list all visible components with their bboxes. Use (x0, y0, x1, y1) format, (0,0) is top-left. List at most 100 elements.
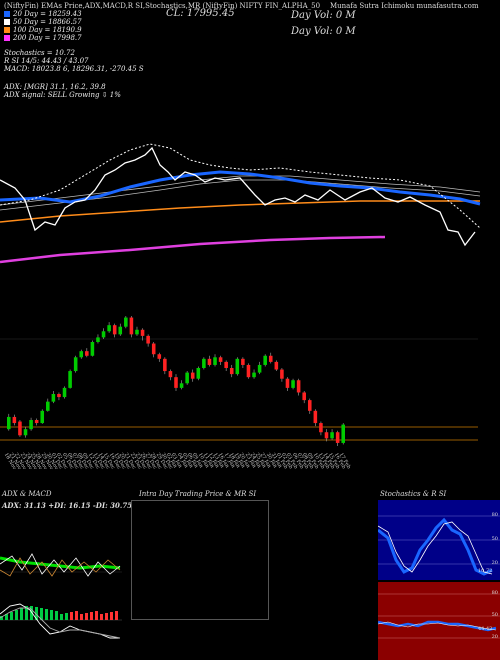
stoch-50-label: 50 (491, 536, 498, 542)
rsi-20-label: 20 (491, 634, 498, 640)
candle-body (202, 358, 206, 368)
candle-body (307, 400, 312, 411)
rsi-value-label: 44.43 (478, 626, 493, 632)
candle-body (185, 372, 189, 384)
macd-bar (115, 611, 118, 620)
price-avg-dotted (0, 143, 481, 229)
stoch-20-label: 20 (491, 560, 498, 566)
intraday-panel (131, 500, 269, 620)
macd-value: MACD: 18023.8 6, 18296.31, -270.45 S (4, 65, 144, 73)
candle-body (335, 432, 340, 443)
macd-bar (75, 611, 78, 620)
minus-di-line (0, 557, 121, 577)
candle-body (313, 410, 318, 424)
day-volume-sub: Day Vol: 0 M (291, 26, 356, 37)
candle-body (46, 401, 50, 411)
candle-body (29, 420, 33, 430)
rsi-50-label: 50 (491, 612, 498, 618)
macd-bar (100, 614, 103, 620)
macd-bar (40, 608, 43, 620)
stoch-value-label: 10.72 (478, 568, 493, 574)
source-label: Munafa Sutra Ichimoku munafasutra.com (330, 2, 479, 10)
candle-body (101, 331, 106, 338)
candle-body (218, 357, 223, 362)
candle-body (213, 357, 217, 365)
stoch-panel: 80 50 20 10.72 (378, 500, 500, 580)
plus-di-line (0, 553, 121, 577)
macd-bar (90, 612, 93, 620)
adx-macd-title: ADX & MACD (2, 490, 52, 498)
candle-body (319, 423, 323, 433)
candle-body (163, 358, 167, 372)
candle-body (107, 325, 111, 332)
header-title: (NiftyFin) EMAs Price,ADX,MACD,R SI,Stoc… (4, 2, 321, 10)
macd-signal-line (0, 607, 121, 639)
rsi-80-label: 80 (491, 590, 498, 596)
macd-bar (0, 616, 3, 620)
macd-bar (45, 609, 48, 620)
macd-bar (70, 612, 73, 620)
macd-bar (5, 614, 8, 620)
ema20-line (0, 170, 481, 206)
candle-body (257, 364, 262, 373)
candle-body (57, 394, 61, 398)
rsi-line (378, 620, 497, 632)
ema50-swatch (4, 19, 10, 25)
candle-body (146, 335, 150, 344)
candle-body (118, 326, 123, 335)
macd-bar (65, 613, 68, 620)
candle-body (268, 355, 273, 362)
stoch-title: Stochastics & R SI (380, 490, 447, 498)
stoch-svg (378, 515, 500, 576)
candle-body (190, 372, 195, 379)
adx-line (0, 556, 121, 570)
ema-legend: 20 Day = 18259.43 50 Day = 18866.57 100 … (4, 10, 82, 42)
adx-macd-panel: ADX: 31.13 +DI: 16.15 -DI: 30.75 (0, 500, 132, 660)
macd-bar (20, 608, 23, 620)
macd-bar (80, 614, 83, 620)
stochastics-value: Stochastics = 10.72 (4, 49, 75, 57)
rsi-svg (378, 593, 500, 639)
candle-body (112, 325, 117, 335)
candle-body (140, 329, 145, 336)
candle-body (68, 371, 72, 388)
legend-ema100: 100 Day = 18190.9 (4, 26, 82, 34)
candle-body (18, 421, 22, 436)
macd-bar (35, 607, 38, 620)
macd-bar (30, 606, 33, 620)
legend-ema200: 200 Day = 17998.7 (4, 34, 82, 42)
macd-bar (85, 613, 88, 620)
ema50-band-a (0, 175, 481, 206)
legend-ema50: 50 Day = 18866.57 (4, 18, 82, 26)
candle-body (302, 392, 306, 401)
macd-bar (15, 610, 18, 620)
candle-body (62, 387, 67, 398)
adx-macd-svg (0, 553, 122, 639)
candle-body (129, 317, 134, 335)
candle-body (252, 372, 256, 378)
candle-body (291, 380, 295, 388)
candle-body (229, 368, 234, 375)
indicator-stats: Stochastics = 10.72 R SI 14/5: 44.43 / 4… (4, 49, 144, 99)
stoch-80-label: 80 (491, 512, 498, 518)
rsi-signal-line (378, 621, 497, 631)
macd-bar (25, 606, 28, 620)
candle-body (40, 410, 45, 424)
rsi-value: R SI 14/5: 44.43 / 43.07 (4, 57, 89, 65)
candle-body (324, 432, 329, 439)
candle-body (73, 357, 78, 372)
candle-body (23, 429, 28, 436)
candle-body (224, 361, 228, 368)
candle-body (85, 351, 89, 356)
stoch-k-line (378, 517, 493, 576)
day-volume: Day Vol: 0 M (291, 10, 356, 21)
candle-body (246, 364, 251, 378)
candle-body (330, 432, 334, 439)
candle-body (12, 416, 17, 424)
candle-body (274, 361, 279, 370)
macd-bar (60, 614, 63, 620)
candle-body (207, 358, 212, 365)
macd-bar (105, 613, 108, 620)
legend-ema20: 20 Day = 18259.43 (4, 10, 82, 18)
rsi-panel: 80 50 20 44.43 (378, 582, 500, 660)
